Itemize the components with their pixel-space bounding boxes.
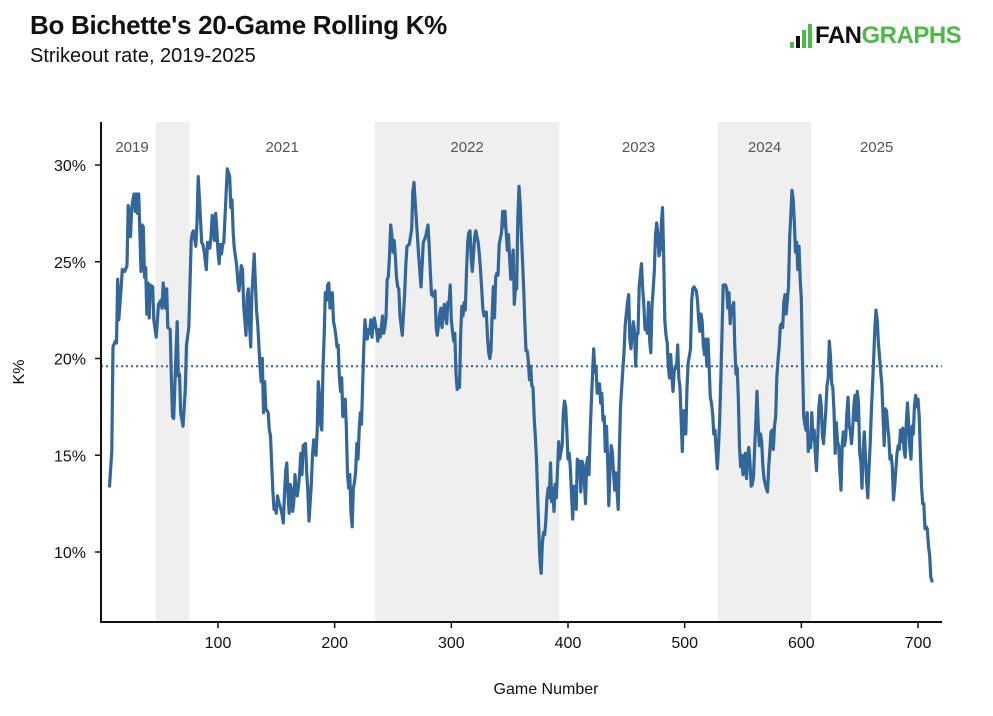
season-label-2022: 2022 [450, 139, 483, 156]
rolling-k-line [107, 167, 934, 583]
season-label-2019: 2019 [115, 139, 148, 156]
y-tick-label: 25% [54, 255, 86, 272]
logo-batter-icon [790, 24, 812, 48]
season-labels: 2019 2021 2022 2023 2024 2025 [115, 139, 893, 156]
chart-subtitle: Strikeout rate, 2019-2025 [30, 45, 256, 67]
logo-text-fan: FAN [815, 22, 862, 49]
season-label-2021: 2021 [265, 139, 298, 156]
x-tick-label: 300 [438, 635, 465, 652]
x-tick-label: 600 [788, 635, 815, 652]
y-axis-ticks: 10% 15% 20% 25% 30% [54, 158, 101, 562]
season-bands [155, 122, 812, 622]
season-label-2023: 2023 [622, 139, 655, 156]
x-tick-label: 200 [321, 635, 348, 652]
season-band-2024 [717, 122, 812, 622]
x-tick-label: 700 [905, 635, 932, 652]
x-tick-label: 500 [671, 635, 698, 652]
x-axis-ticks: 100 200 300 400 500 600 700 [205, 622, 932, 652]
x-tick-label: 400 [555, 635, 582, 652]
y-axis-title: K% [11, 360, 28, 385]
chart-title: Bo Bichette's 20-Game Rolling K% [30, 10, 448, 40]
x-tick-label: 100 [205, 635, 232, 652]
y-tick-label: 10% [54, 545, 86, 562]
x-axis-title: Game Number [494, 681, 600, 698]
y-tick-label: 15% [54, 448, 86, 465]
fangraphs-logo: FAN GRAPHS [790, 22, 962, 50]
y-tick-label: 20% [54, 352, 86, 369]
season-label-2024: 2024 [748, 139, 781, 156]
y-tick-label: 30% [54, 158, 86, 175]
season-label-2025: 2025 [860, 139, 893, 156]
logo-text-graphs: GRAPHS [861, 22, 962, 49]
